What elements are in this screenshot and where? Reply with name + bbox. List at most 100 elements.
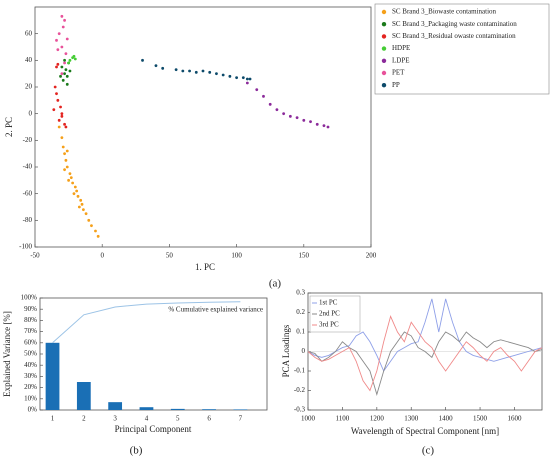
point xyxy=(87,218,91,222)
point xyxy=(76,194,80,198)
point xyxy=(326,125,330,129)
point xyxy=(65,74,69,78)
y-tick-label: -0.1 xyxy=(294,367,306,375)
point xyxy=(68,172,72,176)
point xyxy=(63,168,66,172)
plot-frame xyxy=(39,297,268,411)
legend-label: HDPE xyxy=(392,44,410,52)
x-tick-label: -50 xyxy=(30,252,40,260)
point xyxy=(64,68,68,72)
legend-label: LDPE xyxy=(392,56,410,64)
point xyxy=(309,120,312,124)
x-tick-label: 2 xyxy=(82,415,86,423)
point xyxy=(79,198,83,202)
point xyxy=(60,112,64,116)
point xyxy=(154,64,158,68)
y-tick-label: 60% xyxy=(24,338,37,346)
x-axis-label: Wavelength of Spectral Component [nm] xyxy=(351,426,499,436)
point xyxy=(57,32,61,36)
x-tick-label: 100 xyxy=(231,252,242,260)
y-tick-label: 70% xyxy=(24,327,37,335)
y-tick-label: 0.1 xyxy=(296,328,305,336)
point xyxy=(188,69,191,73)
point xyxy=(63,61,66,65)
point xyxy=(63,122,66,126)
point xyxy=(68,58,72,62)
plot-frame xyxy=(34,6,372,248)
legend-label: SC Brand 3_Packaging waste contamination xyxy=(392,20,517,28)
legend-label: 1st PC xyxy=(319,299,338,307)
point xyxy=(215,72,218,76)
bar xyxy=(139,407,154,410)
legend-box xyxy=(374,3,550,95)
x-tick-label: 1400 xyxy=(439,415,454,423)
x-tick-label: 1000 xyxy=(301,415,316,423)
x-tick-label: 1200 xyxy=(370,415,385,423)
legend-marker xyxy=(381,9,387,15)
y-tick-label: 40 xyxy=(25,56,33,64)
x-tick-label: 6 xyxy=(207,415,211,423)
y-tick-label: 40% xyxy=(24,361,37,369)
point xyxy=(57,118,61,122)
point xyxy=(63,58,66,62)
y-tick-label: 0% xyxy=(28,406,38,414)
point xyxy=(228,74,232,78)
bar xyxy=(233,409,248,410)
y-tick-label: -40 xyxy=(23,163,33,171)
y-tick-label: -60 xyxy=(23,189,33,197)
point xyxy=(60,114,64,118)
x-tick-label: 3 xyxy=(113,415,117,423)
point xyxy=(63,18,66,22)
point xyxy=(241,76,245,80)
point xyxy=(67,178,70,182)
legend-label: SC Brand 3_Residual owaste contamination xyxy=(392,32,516,40)
y-tick-label: 0.3 xyxy=(296,289,305,297)
point xyxy=(255,88,259,92)
point xyxy=(77,205,81,209)
legend-label: PP xyxy=(392,81,400,89)
y-tick-label: 20 xyxy=(25,83,33,91)
point xyxy=(60,136,64,140)
point xyxy=(96,234,100,238)
point xyxy=(61,145,65,149)
point xyxy=(90,224,93,228)
point xyxy=(56,48,60,52)
x-tick-label: 1 xyxy=(51,415,55,423)
y-tick-label: 20% xyxy=(24,383,37,391)
bar xyxy=(76,382,91,410)
x-tick-label: 200 xyxy=(366,252,377,260)
point xyxy=(56,98,60,102)
caption: (c) xyxy=(422,445,435,457)
y-tick-label: 60 xyxy=(25,29,33,37)
point xyxy=(67,61,70,65)
point xyxy=(295,116,299,120)
bar xyxy=(202,409,216,410)
point xyxy=(53,85,57,89)
point xyxy=(208,70,212,74)
point xyxy=(55,92,58,96)
x-tick-label: 0 xyxy=(100,252,104,260)
point xyxy=(60,14,64,18)
y-tick-label: -0.2 xyxy=(294,386,306,394)
y-tick-label: 10% xyxy=(24,394,37,402)
point xyxy=(268,102,272,106)
y-tick-label: -80 xyxy=(23,216,33,224)
loading-line xyxy=(307,298,543,372)
point xyxy=(55,65,58,69)
x-axis-label: 1. PC xyxy=(195,262,215,272)
caption: (a) xyxy=(269,278,282,290)
point xyxy=(73,57,77,61)
point xyxy=(64,158,68,162)
y-tick-label: -0.3 xyxy=(294,406,306,414)
loading-line xyxy=(307,315,543,392)
point xyxy=(55,38,58,42)
point xyxy=(288,114,292,118)
y-axis-label: 2. PC xyxy=(4,117,14,137)
bar xyxy=(45,342,60,410)
point xyxy=(245,81,249,85)
point xyxy=(235,76,239,80)
x-axis-label: Principal Component xyxy=(115,424,192,434)
legend-marker xyxy=(381,58,387,63)
point xyxy=(56,62,60,66)
point xyxy=(52,108,56,112)
